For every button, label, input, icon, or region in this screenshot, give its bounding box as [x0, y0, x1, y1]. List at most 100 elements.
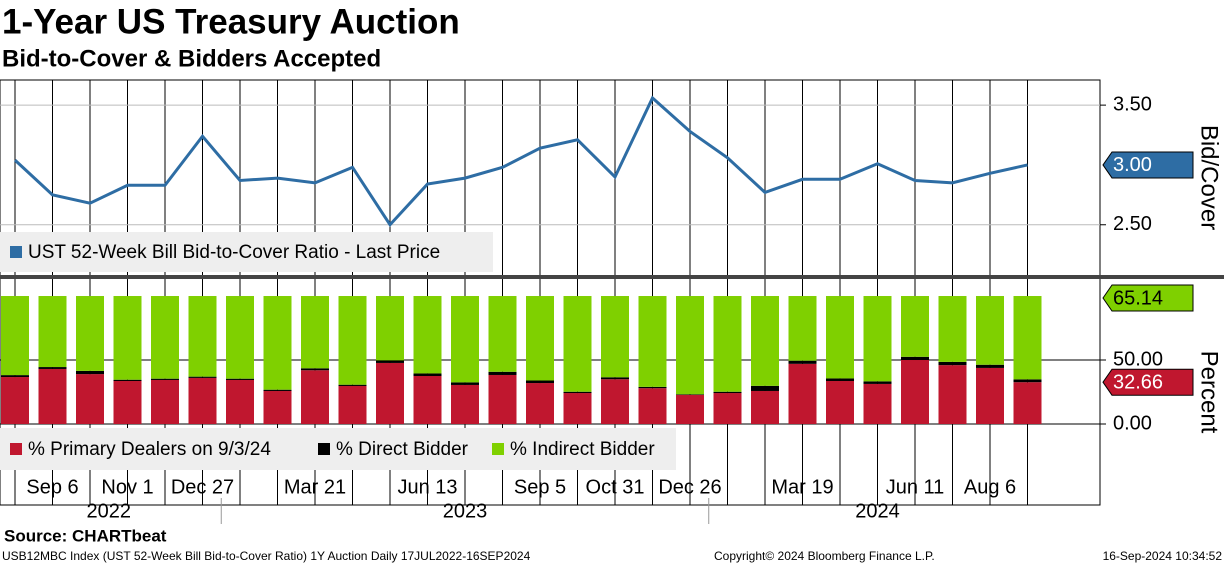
y-tick-label: 50.00 [1113, 348, 1163, 370]
bar-segment [976, 296, 1004, 365]
bar-segment [151, 378, 179, 380]
bar-segment [863, 383, 892, 424]
bar-segment [563, 296, 592, 392]
last-value-label-box [1102, 151, 1194, 179]
bar-segment [1013, 382, 1042, 424]
bar-segment [563, 393, 592, 424]
x-tick-label: Nov 1 [101, 476, 153, 498]
bar-segment [976, 367, 1004, 424]
x-tick-label: Sep 6 [26, 476, 78, 498]
bar-segment [938, 361, 967, 366]
bar-segment [301, 370, 329, 424]
bar-segment [188, 377, 217, 424]
bar-segment [263, 389, 292, 391]
bar-segment [413, 296, 442, 374]
bar-segment [638, 296, 667, 387]
footer-left: USB12MBC Index (UST 52-Week Bill Bid-to-… [2, 549, 531, 563]
bar-segment [826, 380, 854, 424]
bar-segment [38, 296, 67, 368]
bar-segment [1, 375, 29, 378]
bar-segment [376, 360, 404, 363]
x-year-label: 2024 [855, 500, 900, 522]
bar-segment [488, 296, 517, 372]
legend-box [0, 428, 676, 470]
panel-divider [0, 275, 1224, 279]
last-value-label: 65.14 [1113, 287, 1163, 309]
bar-segment [713, 391, 742, 394]
bar-segment [263, 296, 292, 390]
bar-segment [601, 296, 629, 378]
x-tick-label: Dec 26 [658, 476, 721, 498]
legend-swatch [492, 443, 504, 455]
x-tick-label: Jun 11 [886, 476, 945, 498]
legend-label: UST 52-Week Bill Bid-to-Cover Ratio - La… [28, 242, 440, 263]
y-tick-label: 3.50 [1113, 93, 1152, 115]
bar-segment [151, 296, 179, 379]
bar-segment [563, 391, 592, 394]
bar-segment [188, 376, 217, 378]
bar-segment [376, 296, 404, 361]
bar-segment [638, 386, 667, 389]
legend-swatch [10, 246, 22, 258]
bar-segment [376, 362, 404, 424]
x-tick-label: Mar 21 [284, 476, 346, 498]
last-value-label: 3.00 [1113, 154, 1152, 176]
legend-label: % Indirect Bidder [510, 439, 655, 460]
legend-label: % Direct Bidder [336, 439, 469, 460]
footer-right: 16-Sep-2024 10:34:52 [1103, 549, 1223, 563]
line [13, 95, 1028, 228]
bar-segment [601, 379, 629, 424]
bar-segment [676, 296, 704, 395]
bar-segment [638, 388, 667, 424]
bar-segment [113, 380, 142, 424]
legend-box [0, 232, 493, 272]
x-tick-label: Jun 13 [397, 476, 457, 498]
x-tick-label: Sep 5 [514, 476, 566, 498]
bar-segment [901, 356, 929, 361]
bar-segment [751, 390, 779, 424]
bar-segment [526, 383, 554, 424]
bar-segment [301, 296, 329, 369]
bar-segment [901, 360, 929, 424]
bar-segment [226, 296, 254, 379]
y-axis-title: Percent [1196, 351, 1223, 434]
bar-segment [1013, 296, 1042, 380]
bar-segment [751, 296, 779, 386]
bar-segment [526, 380, 554, 384]
bar-segment [826, 378, 854, 381]
bar-segment [713, 296, 742, 392]
bar-segment [38, 368, 67, 424]
x-tick-label: Oct 31 [586, 476, 645, 498]
bar-segment [76, 374, 104, 424]
bar-segment [188, 296, 217, 377]
bar-segment [263, 390, 292, 424]
bar-segment [488, 374, 517, 424]
bar-segment [451, 382, 479, 385]
y-axis-title: Bid/Cover [1196, 125, 1223, 230]
x-tick-label: Aug 6 [964, 476, 1016, 498]
bar-segment [413, 376, 442, 424]
bar-segment [713, 393, 742, 424]
bar-segment [338, 296, 367, 385]
bar-segment [901, 296, 929, 357]
bar-segment [113, 379, 142, 381]
bar-segment [976, 364, 1004, 368]
bar-segment [151, 379, 179, 424]
bar-segment [76, 296, 104, 371]
bar-segment [226, 378, 254, 380]
bar-segment [788, 360, 817, 364]
legend-label: % Primary Dealers on 9/3/24 [28, 439, 271, 460]
bar-segment [826, 296, 854, 379]
bar-segment [788, 296, 817, 361]
bar-segment [938, 365, 967, 424]
bar-segment [863, 296, 892, 382]
last-value-label-box [1102, 284, 1194, 312]
title: 1-Year US Treasury Auction [2, 2, 460, 41]
last-value-label: 32.66 [1113, 371, 1163, 393]
x-tick-label: Mar 19 [771, 476, 833, 498]
bar-segment [76, 370, 104, 375]
bar-segment [1013, 379, 1042, 383]
bar-segment [338, 385, 367, 424]
